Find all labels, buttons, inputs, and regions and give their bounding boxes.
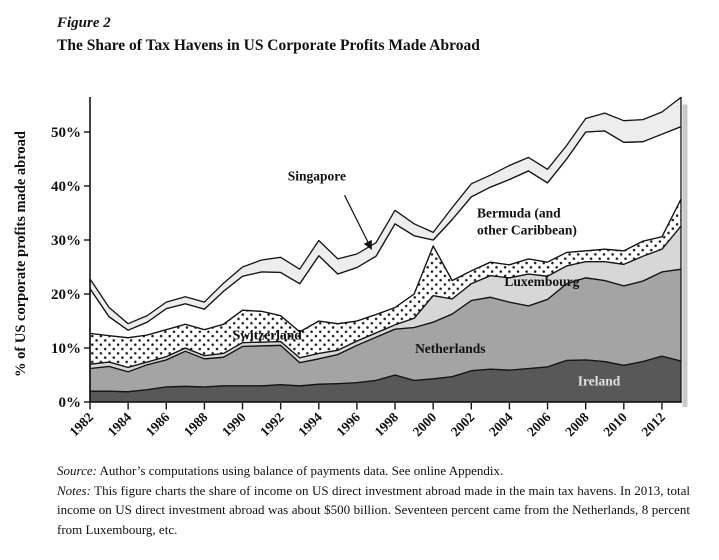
y-tick-label: 0% <box>59 395 82 411</box>
y-tick-label: 20% <box>51 287 81 303</box>
y-tick-label: 30% <box>51 233 81 249</box>
notes-text: This figure charts the share of income o… <box>57 482 690 537</box>
x-tick-label: 2004 <box>486 410 516 440</box>
x-tick-label: 2002 <box>448 410 478 440</box>
x-tick-label: 1982 <box>66 410 96 440</box>
figure-number: Figure 2 <box>57 15 111 31</box>
switzerland-label: Switzerland <box>233 328 302 343</box>
singapore-arrow <box>343 195 372 251</box>
source-label: Source: <box>57 463 97 479</box>
figure-title: The Share of Tax Havens in US Corporate … <box>57 36 480 54</box>
x-tick-label: 1996 <box>333 410 363 440</box>
chart-shadow <box>682 104 688 408</box>
x-tick-label: 2006 <box>524 410 554 440</box>
y-tick-label: 40% <box>51 179 81 195</box>
singapore-label: Singapore <box>288 169 346 184</box>
source-note: Source: Author’s computations using bala… <box>57 461 690 481</box>
x-tick-label: 1984 <box>105 410 135 440</box>
x-tick-label: 2008 <box>562 410 592 440</box>
x-tick-label: 1990 <box>219 410 249 440</box>
x-tick-label: 1988 <box>181 410 211 440</box>
x-tick-label: 1986 <box>143 410 173 440</box>
x-tick-label: 2012 <box>638 410 668 440</box>
notes-label: Notes: <box>57 482 91 498</box>
x-tick-label: 1998 <box>371 410 401 440</box>
figure-notes-block: Source: Author’s computations using bala… <box>0 461 719 539</box>
y-axis-title: % of US corporate profits made abroad <box>13 131 29 377</box>
x-tick-label: 2010 <box>600 410 630 440</box>
y-tick-label: 10% <box>51 341 81 357</box>
area-singapore <box>89 97 682 332</box>
x-tick-label: 1994 <box>295 410 325 440</box>
notes: Notes: This figure charts the share of i… <box>57 481 690 540</box>
x-tick-label: 2000 <box>410 410 440 440</box>
bermuda-label-line2: other Caribbean) <box>477 223 577 238</box>
y-tick-label: 50% <box>51 125 81 141</box>
ireland-label: Ireland <box>578 374 621 389</box>
x-tick-label: 1992 <box>257 410 287 440</box>
figure-header: Figure 2 The Share of Tax Havens in US C… <box>0 0 719 55</box>
stacked-area-chart: 0% 10% 20% 30% 40% 50% 1982 1984 1986 1988 1990 199… <box>13 97 688 440</box>
source-text: Author’s computations using balance of p… <box>96 463 504 479</box>
netherlands-label: Netherlands <box>415 341 486 356</box>
chart-area: 0% 10% 20% 30% 40% 50% 1982 1984 1986 1988 1990 199… <box>0 89 719 455</box>
bermuda-label-line1: Bermuda (and <box>477 206 561 221</box>
luxembourg-label: Luxembourg <box>504 274 579 289</box>
